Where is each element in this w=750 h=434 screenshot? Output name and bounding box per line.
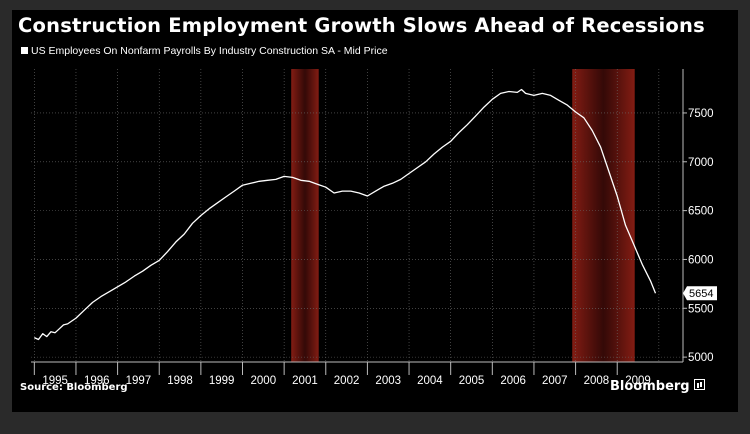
chart-icon [693, 379, 705, 390]
x-tick-label: 2000 [251, 375, 277, 387]
y-tick-label: 7500 [688, 108, 714, 120]
brand-name: Bloomberg [610, 379, 690, 394]
chart-legend: US Employees On Nonfarm Payrolls By Indu… [21, 45, 388, 57]
recession-band [291, 69, 319, 362]
x-tick-label: 1999 [209, 375, 235, 387]
x-tick-label: 2006 [500, 375, 526, 387]
y-tick-label: 6000 [688, 254, 714, 266]
x-tick-label: 1998 [167, 375, 193, 387]
last-value-marker [683, 286, 717, 301]
x-tick-label: 2009 [625, 375, 651, 387]
x-tick-label: 2004 [417, 375, 443, 387]
y-tick-label: 7000 [688, 157, 714, 169]
recession-band [572, 69, 635, 362]
legend-label: US Employees On Nonfarm Payrolls By Indu… [31, 45, 388, 57]
y-tick-label: 5500 [688, 303, 714, 315]
x-tick-label: 1997 [126, 375, 152, 387]
last-value-label: 5654 [689, 288, 713, 300]
x-tick-label: 1996 [84, 375, 110, 387]
source-note: Source: Bloomberg [20, 382, 128, 393]
x-tick-label: 2003 [375, 375, 401, 387]
chart-title: Construction Employment Growth Slows Ahe… [18, 14, 705, 37]
x-tick-label: 2001 [292, 375, 318, 387]
x-tick-label: 2008 [584, 375, 610, 387]
series-line [34, 88, 657, 341]
y-tick-label: 6500 [688, 206, 714, 218]
x-tick-label: 2005 [459, 375, 485, 387]
x-tick-label: 2007 [542, 375, 568, 387]
legend-swatch [21, 47, 28, 54]
brand-logo: Bloomberg [610, 379, 705, 394]
x-tick-label: 1995 [42, 375, 68, 387]
y-tick-label: 5000 [688, 352, 714, 364]
x-tick-label: 2002 [334, 375, 360, 387]
